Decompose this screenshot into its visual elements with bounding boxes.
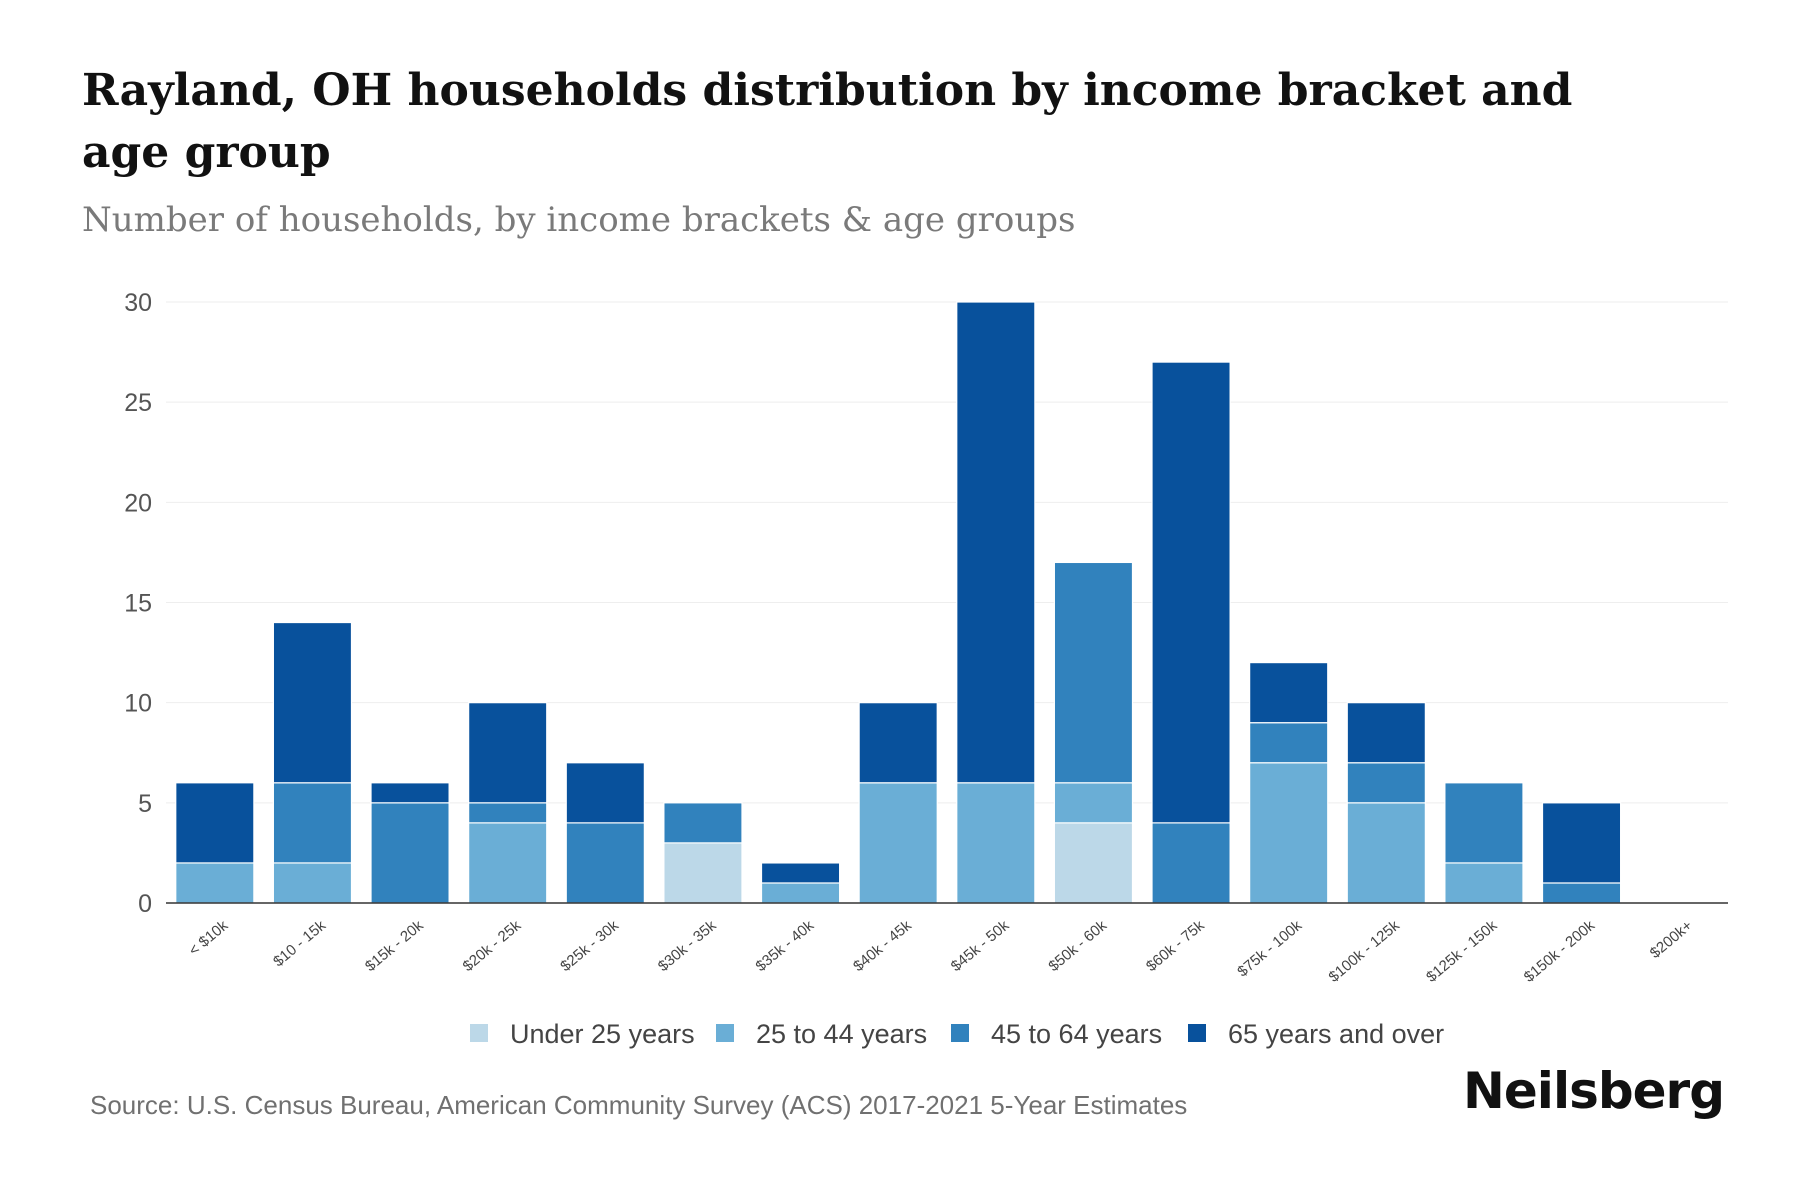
bar-segment	[468, 822, 548, 904]
x-tick-label: $125k - 150k	[1423, 917, 1501, 986]
legend-label: 25 to 44 years	[756, 1019, 927, 1049]
bar-segment	[956, 301, 1036, 784]
bar-segment	[663, 802, 743, 844]
bar-segment	[1444, 782, 1524, 864]
x-tick-label: $200k+	[1647, 917, 1696, 962]
bar-segment	[663, 842, 743, 904]
x-tick-label: $100k - 125k	[1326, 917, 1404, 986]
legend-swatch	[951, 1024, 969, 1042]
bar-segment	[1151, 361, 1231, 824]
bar-segment	[1053, 561, 1134, 784]
bar-segment	[565, 762, 645, 824]
y-tick-label: 30	[124, 289, 152, 317]
bar-segment	[468, 802, 548, 824]
y-tick-label: 10	[124, 690, 152, 718]
bars	[166, 301, 1728, 904]
bar-segment	[1444, 862, 1524, 904]
x-axis-ticks: < $10k $10 - 15k $15k - 20k $20k - 25k $25k …	[186, 917, 1696, 986]
bar-segment	[858, 782, 938, 904]
x-tick-label: $60k - 75k	[1143, 917, 1208, 975]
bar-segment	[175, 862, 255, 904]
x-tick-label: $35k - 40k	[753, 917, 818, 975]
x-tick-label: $25k - 30k	[557, 917, 622, 975]
x-tick-label: $10 - 15k	[270, 917, 329, 971]
source-note: Source: U.S. Census Bureau, American Com…	[90, 1090, 1188, 1120]
x-tick-label: $30k - 35k	[655, 917, 720, 975]
legend-label: Under 25 years	[510, 1019, 695, 1049]
bar-segment	[1053, 822, 1134, 904]
bar-segment	[1249, 661, 1329, 724]
grid-lines	[166, 301, 1728, 804]
x-tick-label: $50k - 60k	[1045, 917, 1110, 975]
bar-segment	[272, 782, 353, 864]
legend-swatch	[470, 1024, 488, 1042]
bar-segment	[1541, 802, 1622, 884]
y-tick-label: 0	[138, 890, 152, 918]
bar-segment	[1346, 702, 1426, 764]
x-tick-label: $150k - 200k	[1521, 917, 1599, 986]
chart-title: Rayland, OH households distribution by i…	[82, 65, 1573, 178]
chart-subtitle: Number of households, by income brackets…	[82, 200, 1076, 240]
bar-segment	[1249, 762, 1329, 904]
bar-segment	[760, 882, 841, 904]
bar-segment	[468, 702, 548, 804]
bar-segment	[1541, 882, 1622, 904]
bar-segment	[370, 802, 450, 904]
bar-segment	[175, 782, 255, 864]
bar-segment	[1346, 762, 1426, 804]
legend: Under 25 years 25 to 44 years 45 to 64 yea…	[470, 1019, 1444, 1049]
legend-swatch	[1188, 1024, 1206, 1042]
x-tick-label: $15k - 20k	[362, 917, 427, 975]
bar-segment	[370, 782, 450, 804]
bar-segment	[272, 621, 353, 784]
bar-segment	[858, 702, 938, 784]
x-tick-label: $40k - 45k	[850, 917, 915, 975]
legend-label: 65 years and over	[1228, 1019, 1444, 1049]
bar-segment	[1249, 722, 1329, 764]
legend-label: 45 to 64 years	[991, 1019, 1162, 1049]
bar-segment	[272, 862, 353, 904]
x-tick-label: $45k - 50k	[948, 917, 1013, 975]
y-tick-label: 20	[124, 489, 152, 517]
bar-segment	[565, 822, 645, 904]
y-tick-label: 15	[124, 590, 152, 618]
y-tick-label: 5	[138, 790, 152, 818]
y-tick-label: 25	[124, 389, 152, 417]
brand-logo: Neilsberg	[1463, 1062, 1725, 1120]
x-tick-label: $75k - 100k	[1234, 917, 1305, 981]
x-tick-label: < $10k	[186, 917, 232, 960]
bar-segment	[760, 862, 841, 884]
x-tick-label: $20k - 25k	[460, 917, 525, 975]
bar-segment	[1346, 802, 1426, 904]
bar-segment	[956, 782, 1036, 904]
bar-segment	[1151, 822, 1231, 904]
y-axis-ticks: 0 5 10 15 20 25 30	[124, 289, 152, 918]
bar-segment	[1053, 782, 1134, 824]
legend-swatch	[716, 1024, 734, 1042]
